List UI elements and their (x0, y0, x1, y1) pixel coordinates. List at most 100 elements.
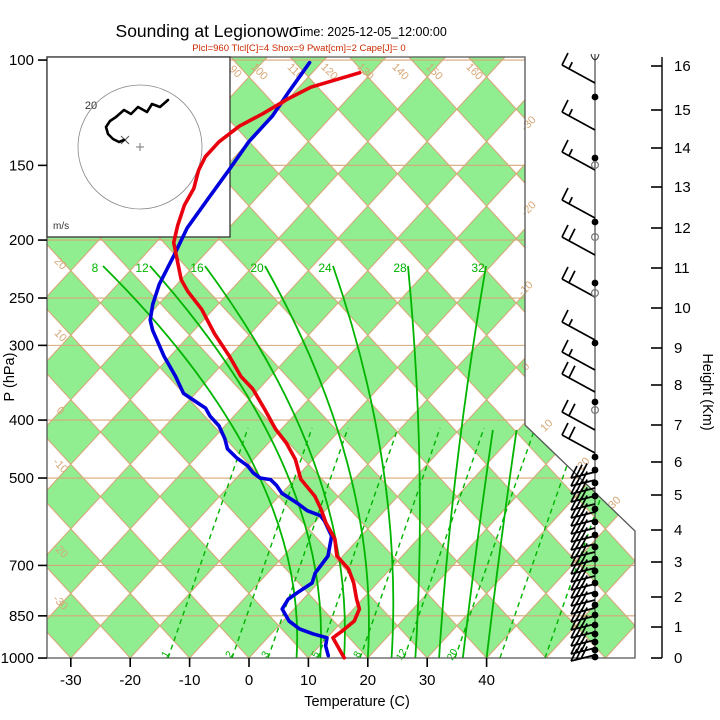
shade-cell (575, 270, 635, 336)
shade-cell (397, 270, 457, 336)
shade-cell (456, 76, 517, 142)
level-dot (591, 555, 599, 563)
temperature-tick-label: -10 (179, 672, 201, 689)
dry-adiabat-line (47, 57, 488, 658)
level-dot (591, 638, 599, 646)
time-label: Time: 2025-12-05_12:00:00 (293, 25, 447, 39)
pressure-axis-label: P (hPa) (2, 353, 18, 402)
mixing-ratio-line (359, 427, 441, 658)
moist-adiabat-label: 28 (393, 261, 407, 275)
shade-cell (100, 528, 160, 594)
temperature-tick-label: -30 (60, 672, 82, 689)
wind-barb (570, 559, 596, 575)
parameters-line: Plcl=960 Tlcl[C]=4 Shox=9 Pwat[cm]=2 Cap… (192, 43, 405, 54)
temperature-tick-label: 10 (300, 672, 317, 689)
level-dot (591, 453, 599, 461)
shade-cell (47, 270, 101, 336)
shade-cell (397, 593, 457, 658)
wind-barb (570, 495, 596, 511)
shade-cell (456, 206, 517, 271)
hodograph-wind-trace (104, 98, 170, 144)
mixing-ratio-label: 2 (224, 649, 237, 660)
level-dot (591, 579, 599, 587)
wind-barb (570, 639, 596, 655)
moist-adiabat-label: 8 (92, 261, 99, 275)
hodograph-unit-label: m/s (53, 221, 69, 232)
moist-adiabat-label: 20 (250, 261, 264, 275)
shade-cell (159, 464, 220, 529)
shade-cell (575, 76, 635, 142)
wind-barb (570, 575, 596, 591)
height-tick-label: 2 (674, 589, 682, 606)
shade-cell (456, 141, 517, 207)
level-open-circle (590, 406, 599, 415)
pressure-tick-label: 700 (9, 557, 34, 574)
shade-cell (397, 141, 457, 207)
moist-adiabat-line (485, 429, 518, 658)
level-dot (591, 518, 599, 526)
shade-cell (159, 593, 220, 658)
wind-barb (570, 599, 596, 615)
dewpoint-curve (148, 60, 334, 658)
shade-cell (159, 399, 220, 465)
level-dot (591, 531, 599, 539)
mixing-ratio-label: 5 (310, 649, 323, 660)
shade-cell (278, 141, 339, 207)
wind-barb (570, 615, 596, 631)
temperature-tick-label: 0 (245, 672, 253, 689)
mixing-ratio-line (454, 427, 536, 658)
shade-cell (100, 399, 160, 465)
height-tick-label: 10 (674, 300, 691, 317)
mixing-ratio-line (267, 427, 349, 658)
dry-adiabat-line (47, 57, 191, 658)
grid-line-labels: 90 100 110 120 130 140 150 16020100-10-20-30-30… (50, 61, 623, 662)
shade-cell (47, 399, 101, 465)
temperature-tick-label: 30 (419, 672, 436, 689)
level-dot (591, 339, 599, 347)
pressure-tick-label: 250 (9, 290, 34, 307)
height-tick-label: 4 (674, 522, 682, 539)
shade-cell (516, 464, 576, 529)
wind-barb (570, 583, 596, 599)
wind-barb (570, 607, 596, 623)
moist-adiabat-line (264, 265, 370, 658)
height-tick-label: 6 (674, 454, 682, 471)
shade-cell (575, 335, 635, 400)
height-tick-label: 16 (674, 58, 691, 75)
wind-barb (570, 487, 596, 503)
level-dot (591, 398, 599, 406)
level-dot (591, 611, 599, 619)
level-dot (591, 543, 599, 551)
height-tick-label: 13 (674, 179, 691, 196)
wind-barb (561, 99, 596, 131)
isotherm-line (47, 57, 387, 658)
height-tick-label: 1 (674, 619, 682, 636)
wind-barb (570, 543, 596, 559)
mixing-ratio-line (499, 427, 581, 658)
wind-barb (570, 511, 596, 527)
height-axis-label: Height (Km) (699, 353, 715, 430)
moist-adiabat-label: 12 (135, 261, 149, 275)
shade-cell (100, 464, 160, 529)
wind-barb (570, 535, 596, 551)
wind-barb (570, 631, 596, 647)
hodograph-origin-cross (136, 143, 144, 151)
level-open-circle (590, 161, 599, 170)
level-dot (591, 492, 599, 500)
shade-cell (0, 593, 41, 658)
dry-adiabat-line (170, 57, 635, 658)
dry-adiabat-line (47, 57, 369, 658)
mixing-ratio-label: 3 (260, 649, 273, 660)
wind-barb (561, 422, 596, 454)
shade-cell (47, 464, 101, 529)
wind-barb (570, 623, 596, 639)
pressure-tick-label: 400 (9, 412, 34, 429)
isotherm-line (47, 57, 328, 658)
level-dot (591, 630, 599, 638)
isotherm-line (367, 57, 635, 658)
shade-cell (47, 528, 101, 594)
height-tick-label: 15 (674, 102, 691, 119)
pressure-tick-label: 500 (9, 470, 34, 487)
isotherm-line (47, 57, 446, 658)
moist-adiabat-line (332, 265, 395, 658)
